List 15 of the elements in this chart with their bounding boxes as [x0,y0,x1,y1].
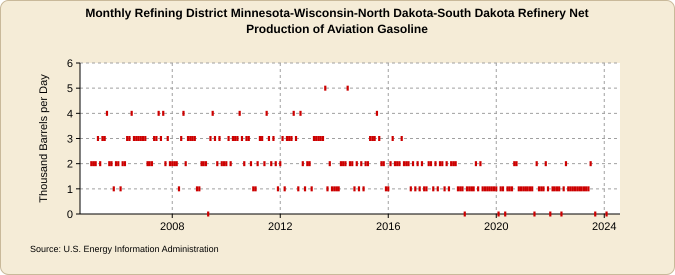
source-note: Source: U.S. Energy Information Administration [30,244,219,254]
y-axis-title: Thousand Barrels per Day [38,74,50,203]
y-tick-label: 5 [66,83,73,96]
x-tick-label: 2008 [160,221,184,233]
y-tick-label: 2 [66,158,73,171]
x-tick-label: 2024 [592,221,616,233]
y-tick-label: 1 [66,184,73,196]
x-tick-label: 2020 [484,221,508,233]
y-tick-label: 4 [66,108,73,120]
y-tick-label: 0 [66,209,73,221]
x-tick-label: 2016 [376,221,400,233]
y-tick-label: 3 [66,134,73,146]
chart-title: Monthly Refining District Minnesota-Wisconsin-North Dakota-South Dakota Refinery Net Production of Aviation Gasoline [85,6,589,36]
y-tick-label: 6 [66,58,73,70]
x-tick-label: 2012 [268,221,292,233]
